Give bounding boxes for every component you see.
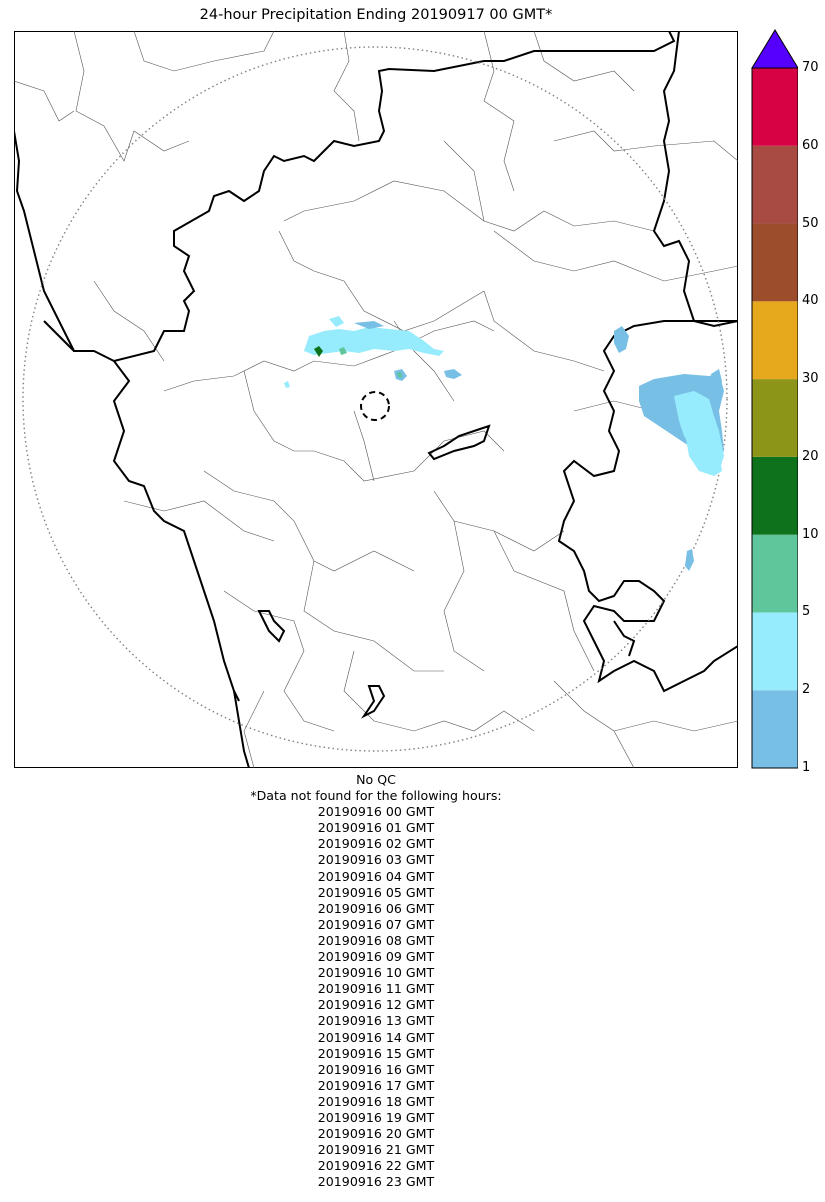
colorbar [751,29,798,769]
colorbar-tick-label: 30 [802,371,819,387]
colorbar-bin-40-50 [752,223,798,302]
missing-hour: 20190916 15 GMT [317,1045,435,1061]
district-boundaries [14,31,738,768]
colorbar-tick-label: 5 [802,604,811,620]
colorbar-bin-5-10 [752,534,798,613]
colorbar-tick-label: 70 [802,60,819,75]
precipitation-map [14,31,738,768]
missing-hour: 20190916 12 GMT [317,997,435,1013]
colorbar-tick-label: 50 [802,215,819,231]
state-boundaries [14,31,738,768]
missing-hour: 20190916 07 GMT [317,916,435,932]
colorbar-bin-1-2 [752,690,798,768]
missing-hour: 20190916 23 GMT [317,1174,435,1190]
missing-data-note: *Data not found for the following hours: [250,788,502,804]
precipitation-areas [284,316,724,571]
missing-hour: 20190916 10 GMT [317,965,435,981]
missing-hour: 20190916 18 GMT [317,1093,435,1109]
range-ring [22,46,728,752]
colorbar-outline [751,67,798,769]
colorbar-bin-2-5 [752,612,798,691]
missing-hour: 20190916 11 GMT [317,981,435,997]
missing-hour: 20190916 21 GMT [317,1142,435,1158]
colorbar-tick-label: 10 [802,526,819,542]
missing-hour: 20190916 08 GMT [317,932,435,948]
colorbar-bin-50-60 [752,145,798,224]
map-title: 24-hour Precipitation Ending 20190917 00… [199,7,553,23]
colorbar-bin-10-20 [752,456,798,535]
missing-hour: 20190916 20 GMT [317,1126,435,1142]
colorbar-tick-label: 60 [802,137,819,153]
footer: No QC *Data not found for the following … [0,772,752,1190]
missing-hour: 20190916 00 GMT [317,804,435,820]
missing-hour: 20190916 14 GMT [317,1029,435,1045]
colorbar-bin-60-70 [752,68,798,146]
missing-hours-list: 20190916 00 GMT 20190916 01 GMT 20190916 0… [0,804,752,1190]
colorbar-tick-label: 1 [802,760,811,775]
colorbar-bin-30-40 [752,301,798,380]
colorbar-tick-label: 40 [802,293,819,309]
missing-hour: 20190916 22 GMT [317,1158,435,1174]
colorbar-tick-label: 20 [802,448,819,464]
colorbar-tick-label: 2 [802,682,811,698]
qc-status: No QC [356,772,396,787]
colorbar-extend-arrow [751,29,798,69]
missing-hour: 20190916 04 GMT [317,868,435,884]
missing-hour: 20190916 17 GMT [317,1077,435,1093]
missing-hour: 20190916 06 GMT [317,900,435,916]
colorbar-bin-20-30 [752,379,798,457]
missing-hour: 20190916 19 GMT [317,1109,435,1125]
missing-hour: 20190916 02 GMT [317,836,435,852]
missing-hour: 20190916 16 GMT [317,1061,435,1077]
missing-hour: 20190916 05 GMT [317,884,435,900]
missing-hour: 20190916 01 GMT [317,820,435,836]
radar-site-marker [360,391,390,421]
missing-hour: 20190916 03 GMT [317,852,435,868]
missing-hour: 20190916 09 GMT [317,949,435,965]
missing-hour: 20190916 13 GMT [317,1013,435,1029]
